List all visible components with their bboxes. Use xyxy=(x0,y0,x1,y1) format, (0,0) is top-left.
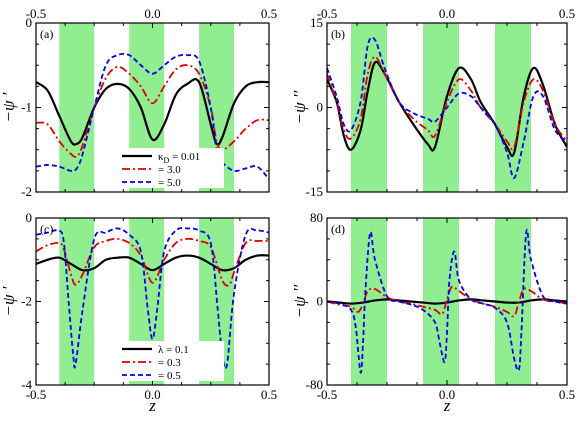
series-line-blue xyxy=(327,36,567,179)
series-line-red xyxy=(327,285,567,318)
series-line-black xyxy=(36,78,269,146)
y-tick-label: -15 xyxy=(306,184,323,199)
x-tick-label: 0.0 xyxy=(144,6,160,21)
x-tick-label: -0.5 xyxy=(317,6,338,21)
series-line-blue xyxy=(36,227,269,370)
y-tick-label: 80 xyxy=(310,210,323,225)
x-tick-label: 0.5 xyxy=(559,6,575,21)
y-tick-label: -2 xyxy=(21,294,32,309)
panel-tag: (b) xyxy=(331,27,345,41)
x-tick-label: -0.5 xyxy=(317,387,338,402)
y-tick-label: 0 xyxy=(317,100,324,115)
legend-label: = 0.3 xyxy=(158,357,181,369)
x-tick-label: 0.5 xyxy=(261,387,277,402)
legend: κD = 0.01 = 3.0 = 5.0 xyxy=(118,148,224,189)
series-line-black xyxy=(36,254,269,272)
legend-box xyxy=(118,341,224,381)
x-tick-label: 0.0 xyxy=(439,387,455,402)
y-axis-label: −ψ ′′ xyxy=(290,90,309,124)
y-tick-label: -1 xyxy=(21,100,32,115)
x-tick-label: 0.0 xyxy=(439,6,455,21)
series-line-blue xyxy=(36,52,269,180)
x-tick-label: 0.5 xyxy=(559,387,575,402)
x-tick-label: -0.5 xyxy=(26,387,47,402)
series-line-black xyxy=(327,60,567,158)
panel-a: -0.5 0.0 0.5 0 -1 -2 −ψ ′ (a) κD = 0.01 = 3.0 = … xyxy=(0,6,277,199)
legend-label: = 0.5 xyxy=(158,370,181,382)
shaded-band xyxy=(59,23,95,192)
x-axis-label: z xyxy=(148,396,156,415)
y-tick-label: -80 xyxy=(306,377,323,392)
legend-label: = 5.0 xyxy=(158,177,181,189)
x-tick-label: -0.5 xyxy=(26,6,47,21)
legend-label: = 3.0 xyxy=(158,164,181,176)
shaded-band xyxy=(495,23,531,192)
panel-c: -0.5 0.0 0.5 0 -2 -4 −ψ ′ z (c) λ = 0.1 = 0.3 = 0… xyxy=(0,210,277,415)
y-tick-label: 0 xyxy=(26,210,33,225)
legend-label: κD = 0.01 xyxy=(158,151,200,165)
y-tick-label: 0 xyxy=(317,294,324,309)
panel-tag: (a) xyxy=(40,27,53,41)
shaded-band xyxy=(351,23,387,192)
y-tick-label: -4 xyxy=(21,377,32,392)
legend-box xyxy=(118,148,224,188)
panel-b: -0.5 0.0 0.5 15 0 -15 −ψ ′′ (b) xyxy=(290,6,575,199)
legend: λ = 0.1 = 0.3 = 0.5 xyxy=(118,341,224,382)
y-tick-label: 15 xyxy=(310,15,323,30)
y-tick-label: -2 xyxy=(21,184,32,199)
panel-d: -0.5 0.0 0.5 80 0 -80 −ψ ′′ z (d) xyxy=(290,210,575,415)
series-line-red xyxy=(327,55,567,151)
y-axis-label: −ψ ′ xyxy=(0,92,18,122)
panel-tag: (d) xyxy=(331,222,345,236)
y-axis-label: −ψ ′ xyxy=(0,286,18,316)
legend-label: λ = 0.1 xyxy=(158,344,189,356)
panel-tag: (c) xyxy=(40,222,53,236)
x-tick-label: 0.0 xyxy=(144,387,160,402)
x-tick-label: 0.5 xyxy=(261,6,277,21)
shaded-band xyxy=(423,23,459,192)
y-tick-label: 0 xyxy=(26,15,33,30)
y-axis-label: −ψ ′′ xyxy=(290,284,309,318)
x-axis-label: z xyxy=(443,396,451,415)
series-line-red xyxy=(36,64,269,158)
series-line-blue xyxy=(327,228,567,374)
